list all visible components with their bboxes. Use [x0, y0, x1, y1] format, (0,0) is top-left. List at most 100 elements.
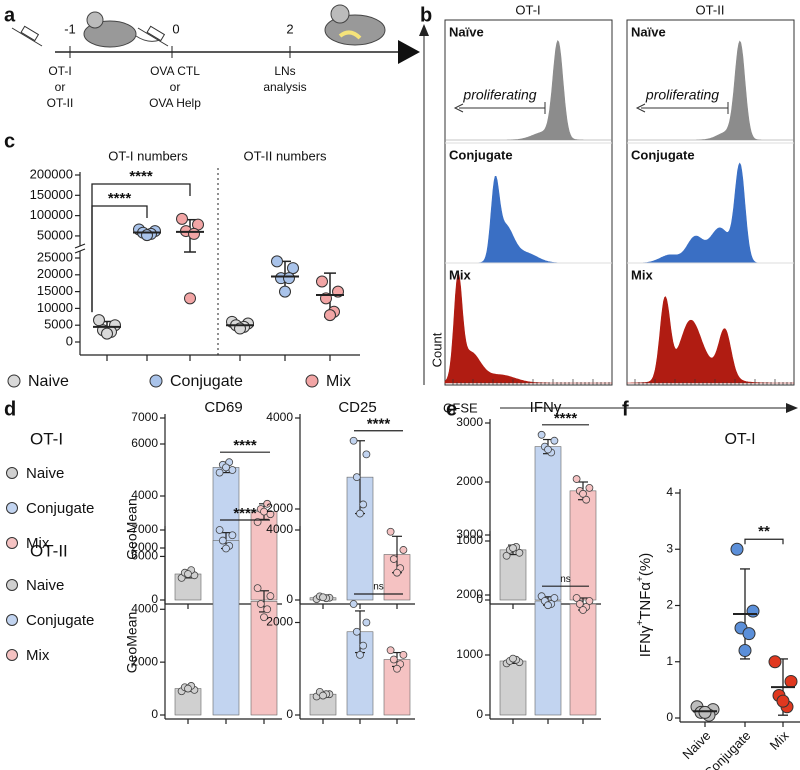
mouse-icon [83, 11, 161, 48]
y-tick-label: 5000 [44, 317, 73, 332]
mouse-icon [324, 4, 386, 46]
column-title: OT-II [696, 2, 725, 17]
point [509, 544, 517, 552]
histogram-frame [444, 19, 613, 386]
column-title: OT-I [515, 2, 540, 17]
y-tick-label: 100000 [30, 207, 73, 222]
point [184, 684, 192, 693]
bar [499, 660, 527, 716]
legend-label: Naive [26, 465, 64, 482]
axis-break [74, 248, 86, 254]
histogram [627, 162, 794, 264]
gate-label: proliferating [462, 87, 536, 103]
significance-label: ns [560, 574, 571, 585]
point [738, 644, 752, 657]
point [176, 212, 188, 225]
y-tick-label: 0 [476, 592, 483, 606]
y-tick-label: 1000 [456, 533, 483, 547]
y-axis-label: GeoMean [124, 498, 140, 559]
y-tick-label: 200000 [30, 166, 73, 181]
gate-label: proliferating [645, 87, 719, 103]
panel-label: f [622, 398, 629, 420]
point [228, 531, 237, 540]
point [319, 691, 327, 700]
chart-title: OT-I [724, 431, 755, 448]
timeline-event: LNs [274, 64, 295, 78]
point [698, 705, 712, 719]
chart-title: CD69 [204, 399, 242, 416]
point [352, 473, 361, 482]
legend-swatch [6, 579, 18, 591]
point [537, 430, 546, 439]
legend-swatch [6, 537, 18, 549]
y-axis-label-part: (%) [637, 553, 654, 576]
point [93, 314, 105, 327]
legend-label: Conjugate [26, 612, 94, 629]
point [550, 436, 559, 445]
point [362, 618, 371, 627]
significance-label: **** [367, 416, 391, 433]
y-tick-label: 3 [666, 541, 673, 555]
panel-label: c [4, 130, 15, 152]
y-tick-label: 2000 [456, 474, 483, 488]
y-tick-label: 7000 [131, 410, 158, 424]
point [256, 600, 265, 608]
cfse-arrow [786, 403, 798, 413]
point [359, 500, 368, 509]
panel-label: e [446, 398, 457, 420]
point [502, 551, 511, 560]
group-title: OT-I numbers [108, 148, 188, 163]
histogram-frame [626, 19, 795, 386]
legend-label: Naive [26, 577, 64, 594]
timeline-event: OT-II [47, 96, 74, 110]
y-tick-label: 2000 [456, 587, 483, 601]
y-tick-label: 0 [476, 707, 483, 721]
significance-bracket [744, 538, 784, 545]
histogram-row-label: Naïve [631, 24, 666, 39]
point [222, 544, 230, 553]
timeline-event: or [55, 80, 66, 94]
legend-label: Conjugate [170, 373, 243, 390]
point [352, 627, 361, 636]
point [730, 542, 744, 556]
histogram [445, 39, 612, 141]
significance-label: **** [129, 168, 153, 185]
point [266, 592, 275, 600]
point [283, 272, 295, 285]
y-tick-label: 7000 [131, 522, 158, 536]
y-tick-label: 4000 [131, 488, 158, 502]
y-tick-label: 1000 [456, 647, 483, 661]
syringe [11, 25, 43, 47]
point [746, 604, 760, 618]
point [582, 495, 591, 504]
timeline: -1 0 2 [11, 4, 420, 64]
point [585, 483, 594, 492]
legend-label: Mix [26, 647, 50, 664]
point [389, 655, 398, 664]
point [362, 450, 371, 459]
panel-label: d [4, 398, 16, 420]
point [324, 309, 336, 322]
point [393, 664, 401, 673]
point [575, 600, 584, 608]
histogram-row-label: Mix [631, 267, 653, 282]
y-tick-label: 4000 [131, 601, 158, 615]
point [349, 600, 358, 608]
y-axis-label-part: IFNγ [637, 625, 654, 657]
y-tick-label: 0 [286, 592, 293, 606]
point [776, 694, 790, 708]
chart-title: IFNγ [530, 399, 562, 416]
y-tick-label: 1 [666, 654, 673, 668]
point [585, 597, 594, 605]
y-tick-label: 20000 [37, 266, 73, 281]
significance-bracket [91, 183, 191, 313]
histogram-row-label: Conjugate [631, 147, 695, 162]
y-tick-label: 15000 [37, 283, 73, 298]
bar [569, 603, 597, 716]
y-tick-label: 2000 [131, 654, 158, 668]
point [101, 327, 113, 340]
bar [534, 600, 562, 716]
point [263, 499, 272, 508]
point [215, 468, 224, 477]
y-tick-label: 0 [286, 707, 293, 721]
